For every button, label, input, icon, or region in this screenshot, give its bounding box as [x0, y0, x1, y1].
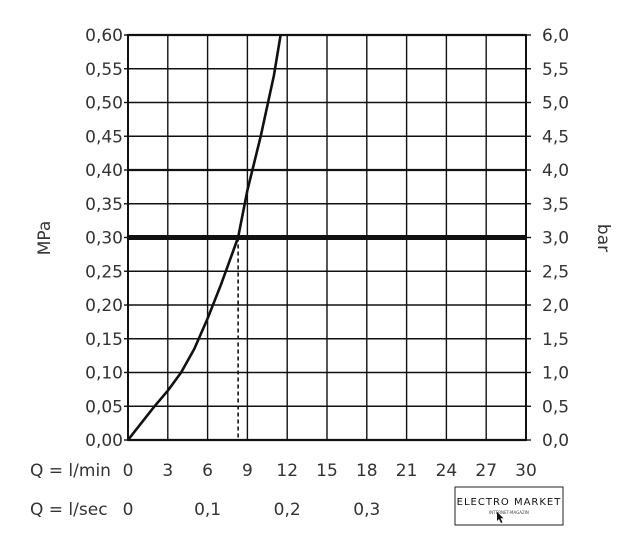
y-left-tick-label: 0,30: [85, 229, 123, 249]
x-lmin-tick-label: 18: [356, 461, 378, 481]
y-right-tick-label: 4,0: [542, 161, 569, 181]
y-right-tick-label: 1,0: [542, 364, 569, 384]
y-right-tick-label: 5,0: [542, 94, 569, 114]
x-lsec-tick-label: 0: [123, 500, 134, 520]
x-lmin-tick-label: 30: [515, 461, 537, 481]
electro-market-logo: ELECTRO MARKET INTERNET-MAGAZIN: [454, 486, 564, 526]
y-right-tick-label: 3,0: [542, 229, 569, 249]
x-lsec-tick-label: 0,2: [274, 500, 301, 520]
x-lmin-tick-label: 12: [276, 461, 298, 481]
y-left-tick-label: 0,05: [85, 397, 123, 417]
y-right-tick-label: 2,0: [542, 296, 569, 316]
y-left-tick-label: 0,20: [85, 296, 123, 316]
cursor-icon: [497, 512, 504, 523]
logo-name: ELECTRO MARKET: [457, 497, 562, 508]
y-right-tick-label: 0,5: [542, 397, 569, 417]
y-left-tick-label: 0,00: [85, 431, 123, 451]
y-left-tick-label: 0,60: [85, 26, 123, 46]
x-lmin-tick-label: 9: [242, 461, 253, 481]
x-lsec-tick-label: 0,3: [353, 500, 380, 520]
x-lsec-axis-label: Q = l/sec: [30, 500, 108, 520]
series-line: [126, 34, 282, 441]
y-left-tick-label: 0,50: [85, 94, 123, 114]
y-left-tick-label: 0,55: [85, 60, 123, 80]
x-lmin-tick-label: 24: [436, 461, 458, 481]
y-left-axis-label: MPa: [35, 221, 55, 256]
y-right-axis-label: bar: [593, 224, 613, 252]
y-right-tick-label: 5,5: [542, 60, 569, 80]
x-lmin-axis-label: Q = l/min: [30, 461, 111, 481]
x-lmin-tick-label: 3: [162, 461, 173, 481]
x-lmin-tick-label: 21: [396, 461, 418, 481]
y-right-tick-labels: 0,0 0,5 1,0 1,5 2,0 2,5 3,0 3,5 4,0 4,5 5,0 5,5 6,0: [526, 26, 569, 451]
y-right-tick-label: 1,5: [542, 330, 569, 350]
y-left-tick-label: 0,35: [85, 195, 123, 215]
y-right-tick-label: 3,5: [542, 195, 569, 215]
x-lmin-tick-labels: 0 3 6 9 12 15 18 21 24 27 30: [123, 461, 537, 481]
y-left-tick-labels: 0,00 0,05 0,10 0,15 0,20 0,25 0,30 0,35 0,40 0,45…: [85, 26, 128, 451]
y-left-tick-label: 0,45: [85, 127, 123, 147]
y-right-tick-label: 4,5: [542, 127, 569, 147]
y-left-tick-label: 0,10: [85, 364, 123, 384]
logo-tagline: INTERNET-MAGAZIN: [489, 510, 529, 515]
x-lsec-tick-labels: 0 0,1 0,2 0,3: [123, 500, 381, 520]
x-lmin-tick-label: 27: [475, 461, 497, 481]
y-right-tick-label: 6,0: [542, 26, 569, 46]
y-right-tick-label: 2,5: [542, 262, 569, 282]
x-lmin-tick-label: 6: [202, 461, 213, 481]
x-lsec-tick-label: 0,1: [194, 500, 221, 520]
y-left-tick-label: 0,40: [85, 161, 123, 181]
y-right-tick-label: 0,0: [542, 431, 569, 451]
x-lmin-tick-label: 0: [123, 461, 134, 481]
x-lmin-tick-label: 15: [316, 461, 338, 481]
y-left-tick-label: 0,25: [85, 262, 123, 282]
y-left-tick-label: 0,15: [85, 330, 123, 350]
